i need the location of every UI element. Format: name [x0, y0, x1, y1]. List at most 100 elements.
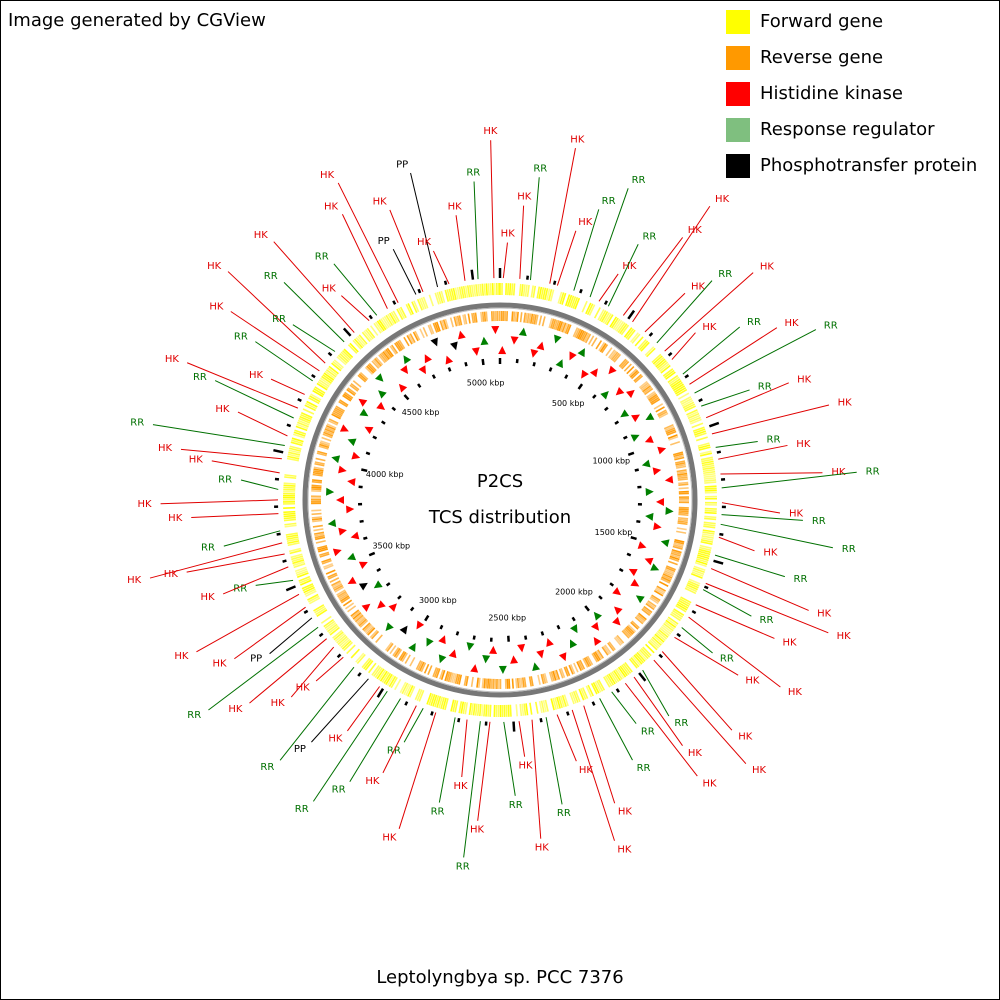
- scale-tick: [627, 451, 635, 457]
- feature-marker: [424, 354, 432, 364]
- feature-line: [653, 659, 747, 764]
- feature-line: [710, 568, 809, 611]
- feature-line: [583, 705, 616, 804]
- forward-gene: [434, 292, 440, 305]
- feature-marker: [450, 341, 458, 351]
- legend-swatch: [726, 46, 750, 70]
- reverse-gene: [371, 630, 380, 640]
- reverse-gene: [414, 330, 421, 341]
- reverse-gene: [613, 637, 622, 646]
- reverse-gene: [359, 371, 369, 380]
- forward-gene: [373, 666, 382, 677]
- feature-marker: [590, 621, 599, 631]
- feature-label: PP: [250, 654, 262, 665]
- forward-gene: [664, 621, 675, 630]
- feature-label: HK: [382, 832, 397, 843]
- feature-marker: [631, 414, 640, 423]
- reverse-gene: [340, 596, 351, 604]
- reverse-gene: [458, 674, 463, 685]
- reverse-gene: [432, 667, 438, 678]
- outer-tick: [676, 632, 682, 638]
- reverse-gene: [444, 318, 450, 329]
- forward-gene: [667, 616, 679, 625]
- reverse-gene: [674, 456, 685, 461]
- reverse-gene: [561, 322, 567, 333]
- forward-gene: [687, 412, 700, 420]
- reverse-gene: [386, 643, 394, 653]
- forward-gene: [561, 694, 567, 707]
- reverse-gene: [631, 620, 640, 629]
- forward-gene: [389, 312, 397, 324]
- feature-label: RR: [824, 320, 838, 331]
- feature-marker: [665, 506, 674, 515]
- feature-line: [674, 636, 739, 676]
- feature-label: HK: [417, 237, 432, 248]
- scale-tick: [381, 420, 386, 425]
- feature-line: [702, 589, 752, 617]
- feature-marker: [532, 662, 541, 672]
- feature-label: HK: [617, 844, 632, 855]
- forward-gene: [684, 587, 697, 595]
- forward-gene: [442, 697, 447, 710]
- outer-tick: [357, 672, 362, 677]
- scale-tick: [622, 435, 628, 440]
- forward-gene: [331, 362, 342, 372]
- forward-gene: [687, 580, 700, 587]
- reverse-gene: [637, 613, 646, 622]
- forward-gene: [686, 583, 698, 591]
- forward-gene: [284, 476, 297, 480]
- reverse-gene: [436, 321, 441, 332]
- forward-gene: [631, 333, 641, 344]
- forward-gene: [318, 379, 330, 388]
- forward-gene: [670, 613, 681, 622]
- forward-gene: [418, 298, 425, 310]
- forward-gene: [296, 423, 309, 430]
- feature-line: [624, 682, 698, 777]
- feature-line: [392, 248, 417, 295]
- forward-gene: [609, 672, 618, 684]
- feature-marker: [347, 576, 357, 585]
- legend-label: Reverse gene: [760, 47, 883, 68]
- forward-gene: [373, 322, 382, 334]
- reverse-gene: [364, 366, 374, 375]
- feature-line: [705, 582, 829, 634]
- reverse-gene: [678, 511, 689, 515]
- scale-label: 3500 kbp: [372, 541, 410, 550]
- feature-line: [152, 424, 285, 446]
- forward-gene: [299, 577, 311, 584]
- feature-label: HK: [618, 807, 633, 818]
- feature-label: HK: [201, 592, 216, 603]
- forward-gene: [544, 699, 549, 712]
- forward-gene: [407, 303, 414, 315]
- forward-gene: [701, 537, 714, 541]
- forward-gene: [655, 358, 666, 368]
- reverse-gene: [409, 657, 416, 667]
- forward-gene: [383, 315, 392, 327]
- feature-line: [656, 280, 713, 344]
- feature-label: HK: [788, 687, 803, 698]
- forward-gene: [340, 351, 351, 361]
- reverse-gene: [350, 609, 360, 617]
- forward-gene: [394, 678, 402, 691]
- reverse-gene: [662, 573, 673, 579]
- forward-gene: [399, 681, 407, 694]
- forward-gene: [356, 653, 366, 665]
- outer-tick: [285, 585, 296, 592]
- forward-gene: [702, 533, 715, 537]
- feature-line: [214, 380, 294, 419]
- scale-tick: [361, 468, 368, 473]
- scale-tick: [368, 551, 376, 557]
- forward-gene: [314, 386, 326, 394]
- forward-gene: [295, 425, 308, 432]
- forward-gene: [323, 618, 334, 628]
- forward-gene: [388, 675, 397, 688]
- forward-gene: [485, 283, 488, 296]
- outer-tick: [627, 309, 636, 320]
- reverse-gene: [375, 634, 383, 643]
- feature-line: [573, 209, 600, 291]
- feature-label: HK: [745, 675, 760, 686]
- backbone: [302, 302, 698, 698]
- feature-line: [529, 177, 540, 281]
- forward-gene: [581, 687, 589, 699]
- feature-label: RR: [533, 163, 547, 174]
